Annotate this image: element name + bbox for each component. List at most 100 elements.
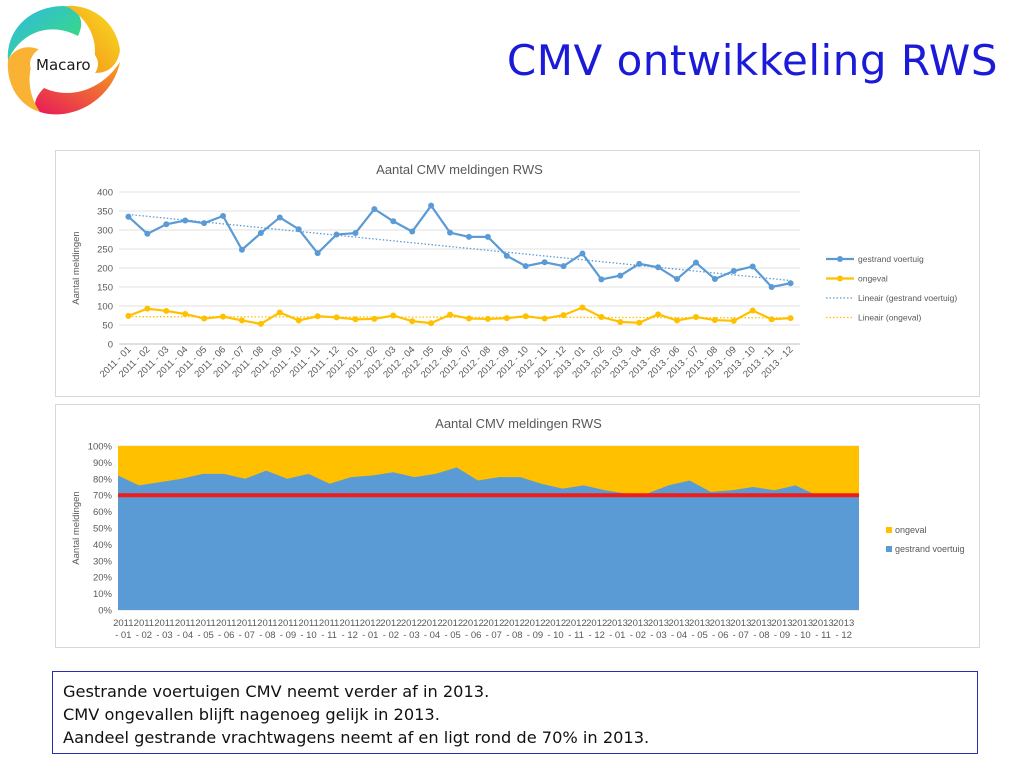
chart1-trendline-1 bbox=[128, 213, 791, 282]
chart2-xtick-year: 2012 bbox=[421, 618, 442, 629]
chart2-xtick-month: - 09 bbox=[280, 630, 296, 641]
chart1-point-s2-8 bbox=[276, 309, 283, 316]
chart1-point-s2-13 bbox=[371, 315, 378, 322]
chart1-point-s2-0 bbox=[125, 312, 132, 319]
chart1-ytick-label: 0 bbox=[108, 340, 113, 351]
chart2-xtick-year: 2013 bbox=[792, 618, 813, 629]
chart1-point-s1-22 bbox=[541, 259, 548, 266]
chart2-xtick-year: 2011 bbox=[113, 618, 133, 629]
chart1-point-s1-4 bbox=[201, 220, 208, 227]
chart2-ytick-label: 90% bbox=[93, 458, 113, 469]
chart1-point-s1-5 bbox=[220, 212, 227, 219]
chart1-point-s1-14 bbox=[390, 218, 397, 225]
chart1-point-s1-29 bbox=[674, 276, 681, 283]
chart1-point-s1-2 bbox=[163, 221, 170, 228]
chart2-xtick-year: 2011 bbox=[175, 618, 195, 629]
chart2-ytick-label: 80% bbox=[93, 474, 113, 485]
chart2-xtick-year: 2012 bbox=[586, 618, 607, 629]
chart1-ytick-label: 250 bbox=[97, 245, 113, 256]
chart2-xtick-year: 2013 bbox=[627, 618, 648, 629]
chart2-xtick-month: - 02 bbox=[383, 630, 399, 641]
chart2-xtick-month: - 05 bbox=[197, 630, 213, 641]
chart1-point-s2-7 bbox=[257, 320, 264, 327]
chart1-ytick-label: 50 bbox=[102, 321, 113, 332]
chart1-point-s2-15 bbox=[409, 318, 416, 325]
chart2-xtick-month: - 06 bbox=[465, 630, 481, 641]
chart1-point-s1-21 bbox=[522, 263, 529, 270]
chart1-point-s2-32 bbox=[730, 317, 737, 324]
chart2-xtick-month: - 07 bbox=[486, 630, 502, 641]
chart1-series-line-1 bbox=[127, 203, 791, 289]
chart2-xtick-year: 2011 bbox=[216, 618, 236, 629]
chart1-point-s2-2 bbox=[163, 307, 170, 314]
chart2-xtick-month: - 05 bbox=[444, 630, 460, 641]
chart1-point-s1-7 bbox=[257, 230, 264, 237]
chart2-xtick-year: 2011 bbox=[154, 618, 174, 629]
chart1-point-s2-35 bbox=[787, 315, 794, 322]
chart1-point-s1-20 bbox=[503, 252, 510, 259]
chart2-xtick-month: - 02 bbox=[630, 630, 646, 641]
chart2-xtick-month: - 05 bbox=[691, 630, 707, 641]
chart2-xtick-month: - 09 bbox=[527, 630, 543, 641]
chart2-ytick-label: 0% bbox=[98, 606, 112, 617]
chart2-xtick-month: - 06 bbox=[712, 630, 728, 641]
chart1-point-s1-26 bbox=[617, 272, 624, 279]
chart2-xtick-month: - 04 bbox=[671, 630, 687, 641]
chart1-legend-label-4: Lineair (ongeval) bbox=[858, 313, 921, 323]
chart1-point-s1-15 bbox=[409, 228, 416, 235]
chart1-point-s2-20 bbox=[503, 315, 510, 322]
chart2-xtick-month: - 11 bbox=[815, 630, 831, 641]
chart1-point-s2-25 bbox=[598, 314, 605, 321]
chart2-xtick-year: 2013 bbox=[607, 618, 628, 629]
chart1-ytick-label: 350 bbox=[97, 207, 113, 218]
chart1-legend-label-2: ongeval bbox=[858, 274, 888, 284]
chart2-xtick-year: 2011 bbox=[134, 618, 154, 629]
chart2-xtick-year: 2013 bbox=[771, 618, 792, 629]
chart2-xtick-month: - 01 bbox=[609, 630, 625, 641]
chart2-xtick-year: 2011 bbox=[298, 618, 318, 629]
chart1-point-s1-17 bbox=[447, 229, 454, 236]
chart2-xtick-year: 2012 bbox=[360, 618, 381, 629]
chart1-point-s1-10 bbox=[314, 250, 321, 257]
chart2-xtick-month: - 01 bbox=[362, 630, 378, 641]
chart2-xtick-month: - 09 bbox=[774, 630, 790, 641]
chart2-xtick-month: - 10 bbox=[794, 630, 810, 641]
chart1-point-s2-33 bbox=[749, 307, 756, 314]
chart1-point-s1-24 bbox=[579, 250, 586, 257]
chart1-point-s1-35 bbox=[787, 280, 794, 287]
chart1-point-s2-16 bbox=[428, 320, 435, 327]
chart2-xtick-month: - 12 bbox=[836, 630, 852, 641]
chart2-ytick-label: 10% bbox=[93, 589, 113, 600]
chart1-point-s1-19 bbox=[484, 233, 491, 240]
chart2-area-gestrand-voertuig bbox=[118, 467, 859, 610]
chart2-ytick-label: 40% bbox=[93, 540, 113, 551]
chart2-xtick-month: - 11 bbox=[321, 630, 337, 641]
area-chart-panel: Aantal CMV meldingen RWS Aantal meldingen… bbox=[55, 404, 980, 648]
chart1-point-s1-13 bbox=[371, 206, 378, 213]
chart1-point-s2-31 bbox=[711, 317, 718, 324]
summary-line-2: CMV ongevallen blijft nagenoeg gelijk in… bbox=[63, 705, 440, 724]
chart1-point-s2-26 bbox=[617, 318, 624, 325]
summary-box: Gestrande voertuigen CMV neemt verder af… bbox=[52, 671, 978, 754]
chart1-point-s1-31 bbox=[711, 276, 718, 283]
chart1-point-s2-1 bbox=[144, 305, 151, 312]
chart1-point-s2-17 bbox=[447, 311, 454, 318]
chart2-xtick-year: 2011 bbox=[257, 618, 277, 629]
chart1-point-s2-10 bbox=[314, 313, 321, 320]
chart2-xtick-year: 2013 bbox=[813, 618, 834, 629]
summary-line-1: Gestrande voertuigen CMV neemt verder af… bbox=[63, 682, 490, 701]
chart1-legend-marker-1 bbox=[837, 256, 843, 262]
chart2-xtick-month: - 11 bbox=[568, 630, 584, 641]
chart1-legend-marker-2 bbox=[837, 275, 843, 282]
chart1-point-s2-14 bbox=[390, 312, 397, 319]
line-chart-panel: Aantal CMV meldingen RWS Aantal meldingen… bbox=[55, 150, 980, 397]
chart1-point-s1-16 bbox=[428, 202, 435, 209]
chart1-point-s1-3 bbox=[182, 217, 189, 224]
logo-text: Macaro bbox=[36, 56, 91, 74]
chart1-ytick-label: 400 bbox=[97, 188, 113, 199]
chart1-point-s1-33 bbox=[749, 263, 756, 270]
chart1-point-s2-5 bbox=[220, 313, 227, 320]
chart2-legend-swatch-1 bbox=[886, 527, 892, 533]
chart1-point-s2-24 bbox=[579, 304, 586, 311]
chart2-ytick-label: 100% bbox=[88, 442, 113, 453]
